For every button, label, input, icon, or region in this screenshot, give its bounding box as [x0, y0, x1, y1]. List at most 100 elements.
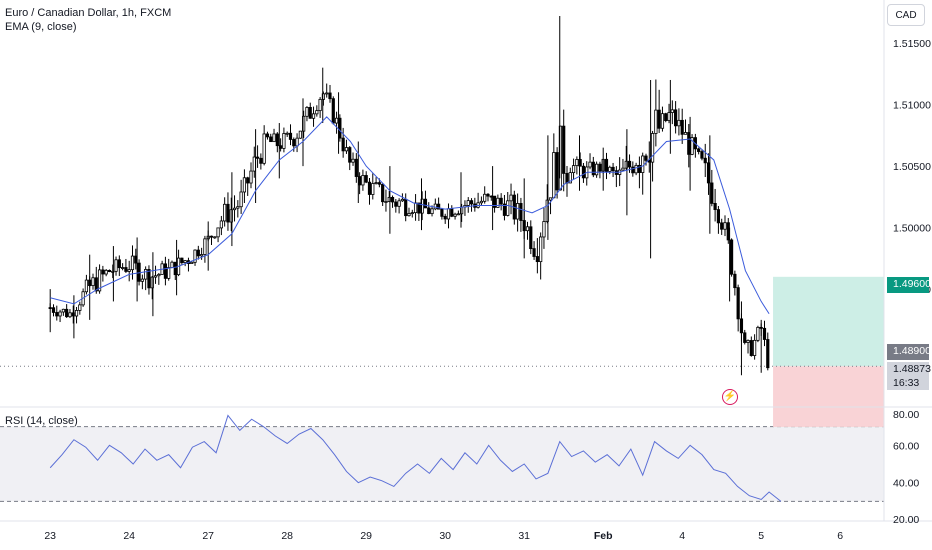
pane-dividers	[0, 0, 932, 522]
candle-body	[84, 279, 89, 293]
candle-body	[499, 197, 503, 205]
candle-body	[539, 236, 543, 263]
time-tick-label: 27	[202, 530, 214, 542]
candle-body	[723, 222, 727, 230]
chart-title: Euro / Canadian Dollar, 1h, FXCM	[5, 7, 172, 19]
time-tick-label: 5	[758, 530, 764, 542]
candle-body	[351, 158, 355, 163]
candle-body	[371, 183, 375, 195]
rsi-axis[interactable]: 80.00 60.00 40.00 20.00	[893, 409, 919, 526]
candle-body	[634, 164, 638, 174]
candle-body	[130, 255, 135, 271]
candle-body	[292, 139, 296, 147]
rsi-band	[0, 426, 884, 502]
candle-body	[377, 182, 381, 185]
currency-button[interactable]: CAD	[887, 4, 925, 26]
candle-body	[255, 156, 260, 159]
time-tick-label: 24	[123, 530, 135, 542]
candle-body	[249, 170, 253, 184]
risk-reward-zones[interactable]	[0, 276, 884, 427]
candle-body	[736, 287, 740, 320]
candle-body	[114, 259, 118, 272]
candle-body	[456, 213, 460, 216]
candle-body	[213, 236, 217, 239]
candle-body	[680, 119, 684, 135]
candle-body	[417, 202, 421, 214]
candle-body	[223, 203, 227, 222]
candles	[48, 15, 770, 376]
time-tick-label: 23	[44, 530, 56, 542]
candle-body	[262, 133, 266, 164]
candle-body	[265, 133, 270, 138]
alert-icon[interactable]: ⚡	[722, 389, 738, 405]
candle-body	[71, 312, 75, 317]
candle-body	[756, 326, 760, 341]
candle-body	[690, 137, 694, 155]
ema-series	[50, 116, 770, 314]
candle-body	[542, 221, 546, 238]
profit-zone	[773, 276, 884, 367]
take-profit-tag: 1.49600	[887, 277, 931, 293]
time-tick-label: Feb	[594, 530, 613, 542]
candle-body	[450, 208, 454, 217]
candle-body	[302, 115, 306, 132]
candle-body	[486, 193, 490, 197]
candle-body	[229, 209, 233, 223]
candle-body	[762, 327, 767, 340]
candle-body	[440, 208, 444, 217]
candle-body	[532, 248, 536, 257]
candle-body	[61, 308, 65, 313]
candle-body	[453, 213, 457, 217]
candle-body	[509, 194, 513, 202]
ema-legend[interactable]: EMA (9, close)	[5, 21, 77, 33]
candle-body	[298, 130, 302, 139]
candle-body	[516, 203, 520, 220]
candle-body	[430, 208, 434, 215]
candle-body	[713, 203, 717, 211]
candle-body	[644, 155, 648, 161]
candle-body	[153, 275, 158, 278]
rsi-line	[49, 414, 782, 502]
candle-body	[180, 257, 184, 263]
candle-body	[608, 166, 612, 172]
candle-body	[394, 201, 398, 207]
candle-body	[58, 311, 62, 317]
price-tick-label: 1.50500	[893, 161, 931, 173]
candle-body	[703, 157, 707, 164]
candle-body	[407, 213, 411, 217]
time-tick-label: 6	[837, 530, 843, 542]
candle-body	[321, 93, 326, 100]
candle-body	[124, 267, 128, 272]
candle-body	[308, 107, 312, 119]
candle-body	[568, 172, 572, 184]
candle-body	[305, 107, 309, 117]
candle-body	[674, 109, 678, 127]
candle-body	[167, 267, 171, 279]
candle-body	[144, 269, 148, 280]
time-axis[interactable]: 23 24 27 28 29 30 31 Feb 4 5 6	[44, 530, 843, 542]
candle-body	[367, 181, 372, 195]
candle-body	[341, 137, 345, 152]
candle-body	[219, 220, 223, 229]
candle-body	[226, 203, 230, 223]
candle-body	[334, 117, 339, 124]
candle-body	[104, 269, 108, 275]
candle-body	[68, 312, 72, 318]
candle-body	[288, 132, 293, 140]
rsi-legend[interactable]: RSI (14, close)	[5, 415, 78, 427]
candle-body	[196, 249, 200, 257]
candle-body	[183, 260, 187, 263]
time-tick-label: 28	[281, 530, 293, 542]
candle-body	[387, 196, 391, 202]
candle-body	[720, 222, 724, 230]
candle-body	[555, 152, 559, 191]
candle-body	[384, 201, 388, 203]
candle-body	[529, 226, 533, 250]
candle-body	[479, 200, 484, 204]
candle-body	[558, 125, 563, 191]
candle-body	[140, 278, 144, 282]
candle-body	[65, 308, 69, 318]
candle-body	[598, 163, 602, 172]
candle-body	[506, 200, 510, 216]
